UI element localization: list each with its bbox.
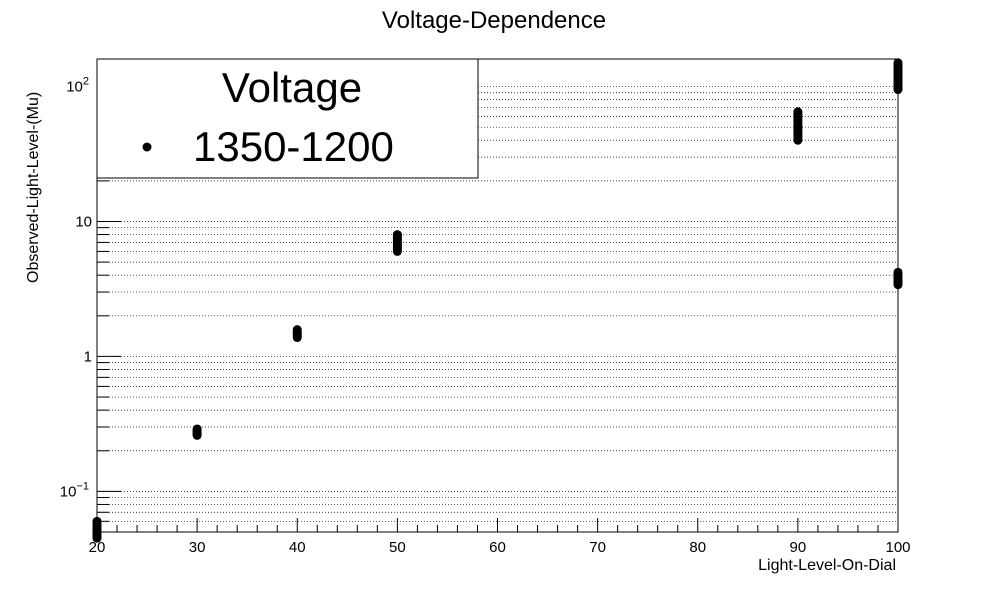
data-point [192,430,202,440]
x-axis-label: Light-Level-On-Dial [758,557,896,574]
legend: Voltage 1350-1200 [96,58,479,179]
x-tick-label: 30 [189,539,206,556]
y-tick-label: 10 [75,213,92,230]
chart-title: Voltage-Dependence [382,7,606,34]
x-tick-label: 40 [289,539,306,556]
data-point [392,246,402,256]
legend-entry-label: 1350-1200 [193,123,394,170]
data-point [893,280,903,290]
x-tick-label: 60 [489,539,506,556]
x-tick-label: 20 [89,539,106,556]
legend-title: Voltage [222,64,362,111]
y-tick-label: 10−1 [60,480,89,500]
x-tick-label: 100 [885,539,910,556]
legend-marker [142,142,152,152]
x-tick-label: 90 [790,539,807,556]
x-axis: 20 30 40 50 60 70 80 90 100 [89,518,911,556]
data-point [292,333,302,343]
y-axis-label: Observed-Light-Level-(Mu) [25,92,42,283]
data-point [92,533,102,543]
x-tick-label: 70 [589,539,606,556]
data-points [92,58,903,543]
y-tick-label: 102 [66,76,89,96]
x-tick-label: 80 [689,539,706,556]
data-point [893,85,903,95]
x-tick-label: 50 [389,539,406,556]
y-tick-label: 1 [84,348,92,365]
legend-box [96,58,479,179]
data-point [793,135,803,145]
